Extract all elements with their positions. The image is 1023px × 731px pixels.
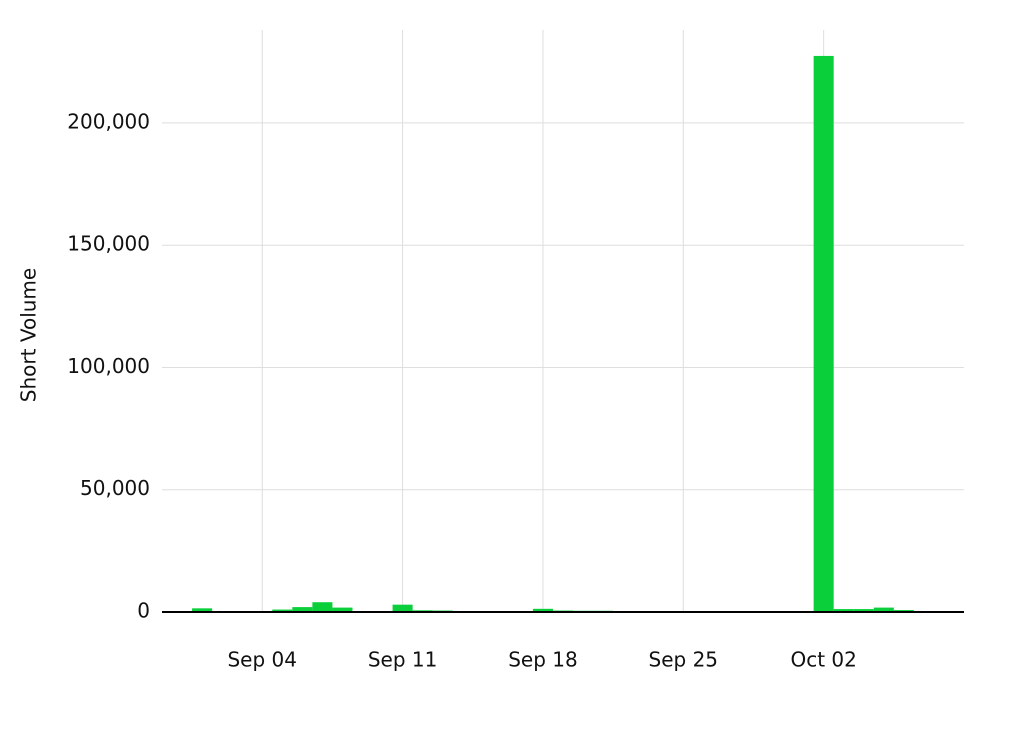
x-tick-label: Oct 02 <box>790 648 856 672</box>
bar <box>532 608 553 612</box>
x-tick-label: Sep 04 <box>227 648 297 672</box>
bar <box>192 608 213 612</box>
y-tick-label: 150,000 <box>67 232 150 256</box>
x-tick-label: Sep 25 <box>649 648 719 672</box>
bar <box>853 609 874 612</box>
y-tick-label: 50,000 <box>80 476 150 500</box>
bar <box>833 609 854 612</box>
bar <box>873 607 894 612</box>
y-tick-label: 0 <box>137 599 150 623</box>
y-axis-label: Short Volume <box>17 268 41 402</box>
bar <box>813 55 834 612</box>
bar <box>332 607 353 612</box>
x-tick-label: Sep 11 <box>368 648 438 672</box>
y-tick-label: 100,000 <box>67 354 150 378</box>
y-tick-label: 200,000 <box>67 109 150 133</box>
bar <box>272 609 293 612</box>
bar <box>292 607 313 612</box>
bar <box>312 602 333 612</box>
x-tick-label: Sep 18 <box>508 648 578 672</box>
bar <box>392 604 413 612</box>
